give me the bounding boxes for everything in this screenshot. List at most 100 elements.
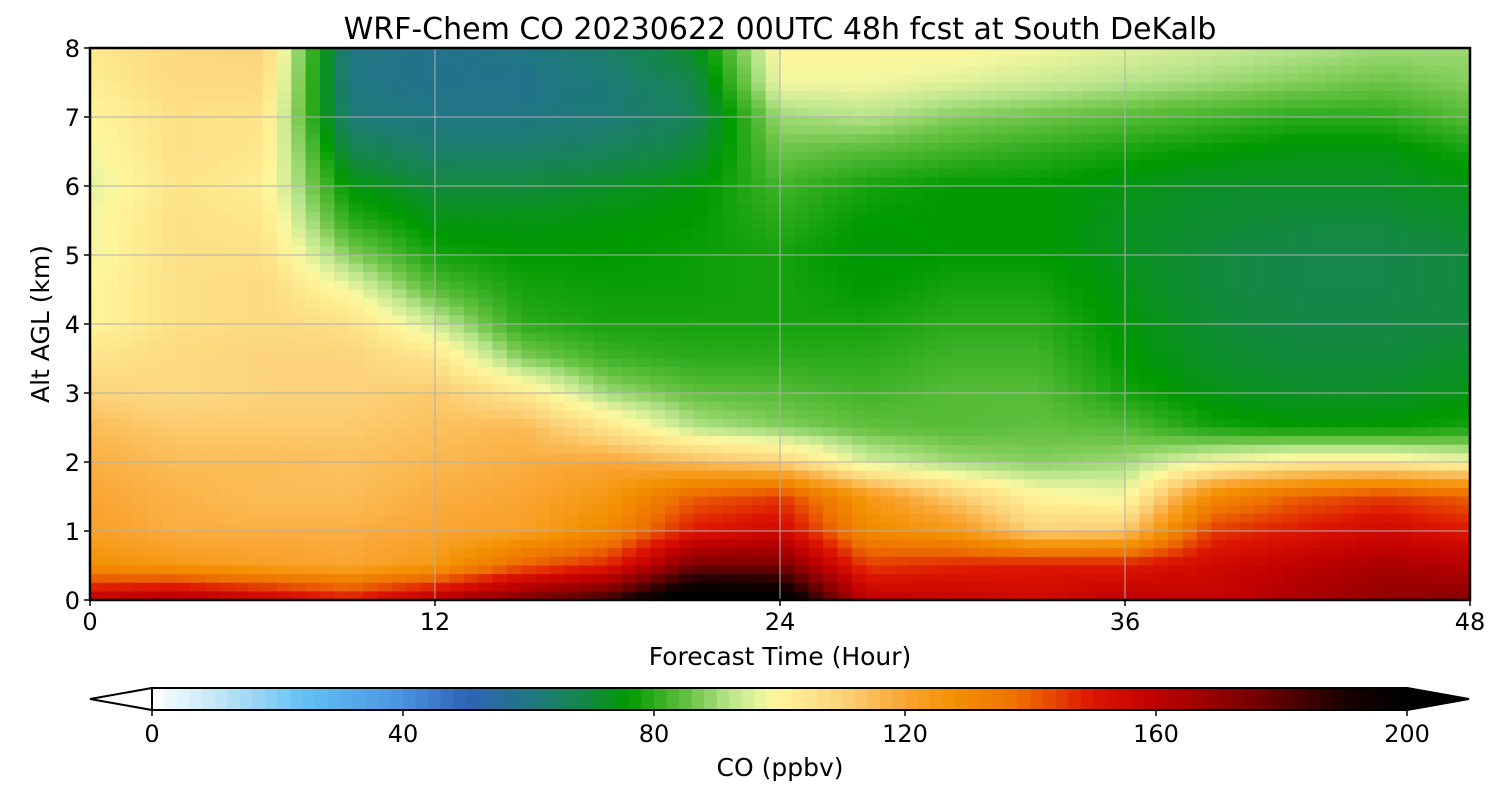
heatmap-cell [291,151,307,161]
heatmap-cell [521,384,537,394]
heatmap-cell [348,418,364,429]
heatmap-cell [420,427,436,437]
heatmap-cell [463,341,479,351]
heatmap-cell [205,65,220,75]
heatmap-cell [1311,384,1327,394]
heatmap-cell [492,367,508,377]
heatmap-cell [923,117,939,127]
heatmap-cell [1038,280,1054,291]
heatmap-cell [1096,358,1112,368]
heatmap-cell [578,470,594,480]
heatmap-cell [780,367,795,377]
heatmap-cell [104,487,120,498]
heatmap-cell [118,496,134,506]
heatmap-cell [1297,48,1313,58]
heatmap-cell [478,470,494,480]
heatmap-cell [1283,341,1299,351]
heatmap-cell [1340,427,1356,437]
heatmap-cell [521,73,537,84]
heatmap-cell [952,142,968,153]
heatmap-cell [420,246,436,256]
heatmap-cell [1340,65,1356,75]
heatmap-cell [1038,48,1054,58]
heatmap-cell [1225,427,1241,437]
heatmap-cell [1096,401,1112,411]
heatmap-cell [334,246,350,256]
heatmap-cell [1053,470,1069,480]
heatmap-cell [1254,65,1270,75]
heatmap-cell [995,117,1011,127]
heatmap-cell [1182,427,1198,437]
heatmap-cell [1311,462,1327,472]
heatmap-cell [578,298,594,308]
heatmap-cell [1441,48,1457,58]
heatmap-cell [147,65,163,75]
heatmap-cell [190,117,206,127]
heatmap-cell [463,384,479,394]
heatmap-cell [1139,427,1155,437]
heatmap-cell [506,91,522,101]
heatmap-cell [1355,99,1370,109]
heatmap-cell [780,237,795,247]
heatmap-cell [880,117,896,127]
heatmap-cell [291,367,307,377]
heatmap-cell [823,280,839,291]
heatmap-cell [650,436,666,446]
heatmap-cell [636,298,652,308]
heatmap-cell [1196,358,1212,368]
heatmap-cell [636,82,652,92]
heatmap-cell [578,289,594,299]
heatmap-cell [435,367,450,377]
heatmap-cell [736,298,752,308]
heatmap-cell [118,306,134,316]
heatmap-cell [205,48,220,58]
heatmap-cell [1024,479,1040,489]
heatmap-cell [1168,91,1184,101]
heatmap-cell [205,211,220,222]
heatmap-cell [1211,487,1227,498]
heatmap-cell [952,263,968,273]
heatmap-cell [104,393,120,403]
heatmap-cell [1010,211,1025,222]
heatmap-cell [478,194,494,204]
heatmap-cell [938,134,954,144]
heatmap-cell [305,65,321,75]
heatmap-cell [463,367,479,377]
heatmap-cell [161,280,177,291]
heatmap-cell [1168,237,1184,247]
heatmap-cell [837,125,853,135]
heatmap-cell [880,91,896,101]
heatmap-cell [1326,65,1342,75]
heatmap-cell [995,194,1011,204]
heatmap-cell [363,272,379,282]
heatmap-cell [607,289,623,299]
heatmap-cell [363,99,379,109]
heatmap-cell [478,151,494,161]
heatmap-cell [291,306,307,316]
heatmap-cell [161,444,177,454]
heatmap-cell [262,436,278,446]
heatmap-cell [1383,203,1399,213]
heatmap-cell [90,91,105,101]
heatmap-cell [463,99,479,109]
heatmap-cell [607,479,623,489]
heatmap-cell [1182,56,1198,66]
heatmap-cell [995,306,1011,316]
heatmap-cell [1153,160,1169,170]
heatmap-cell [118,341,134,351]
heatmap-cell [607,177,623,187]
heatmap-cell [1297,263,1313,273]
heatmap-cell [1096,194,1112,204]
heatmap-cell [593,73,609,84]
heatmap-cell [621,177,637,187]
heatmap-cell [276,117,292,127]
heatmap-cell [1326,237,1342,247]
heatmap-cell [205,91,220,101]
heatmap-cell [1182,324,1198,334]
heatmap-cell [420,470,436,480]
heatmap-cell [1340,470,1356,480]
heatmap-cell [161,220,177,230]
heatmap-cell [478,82,494,92]
heatmap-cell [406,410,422,420]
heatmap-cell [305,229,321,239]
